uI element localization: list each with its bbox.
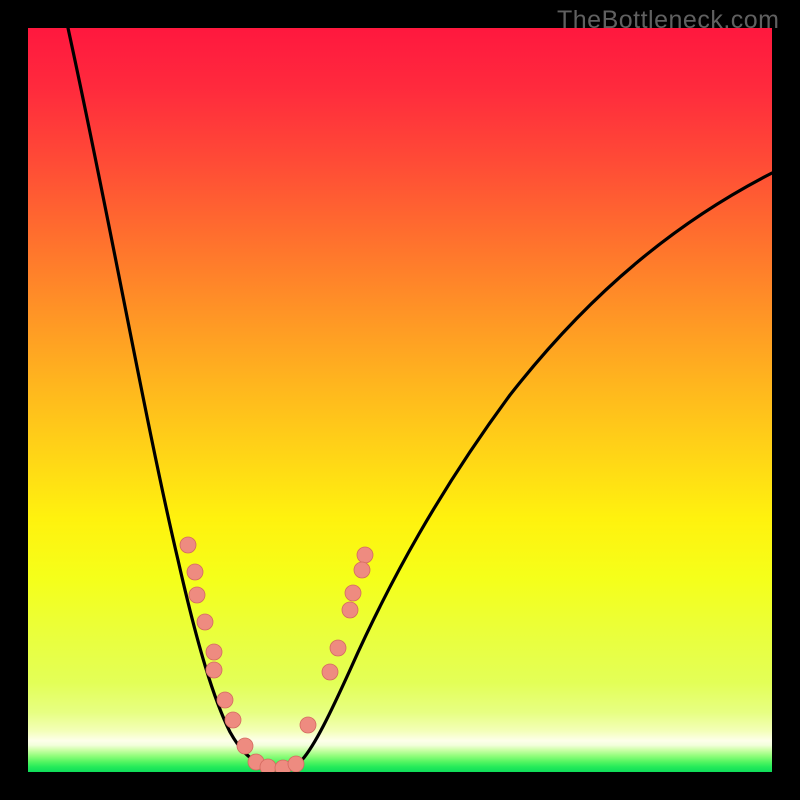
data-marker bbox=[260, 759, 276, 775]
data-marker bbox=[288, 756, 304, 772]
data-marker bbox=[330, 640, 346, 656]
data-marker bbox=[322, 664, 338, 680]
data-marker bbox=[354, 562, 370, 578]
chart-svg bbox=[0, 0, 800, 800]
data-marker bbox=[206, 644, 222, 660]
data-marker bbox=[217, 692, 233, 708]
data-marker bbox=[237, 738, 253, 754]
curve-path bbox=[285, 173, 772, 770]
curve-path bbox=[68, 28, 262, 764]
data-marker bbox=[197, 614, 213, 630]
data-marker bbox=[342, 602, 358, 618]
data-marker bbox=[206, 662, 222, 678]
data-marker bbox=[225, 712, 241, 728]
data-marker bbox=[300, 717, 316, 733]
data-marker bbox=[187, 564, 203, 580]
data-marker bbox=[345, 585, 361, 601]
data-marker bbox=[189, 587, 205, 603]
data-marker bbox=[180, 537, 196, 553]
data-marker bbox=[357, 547, 373, 563]
